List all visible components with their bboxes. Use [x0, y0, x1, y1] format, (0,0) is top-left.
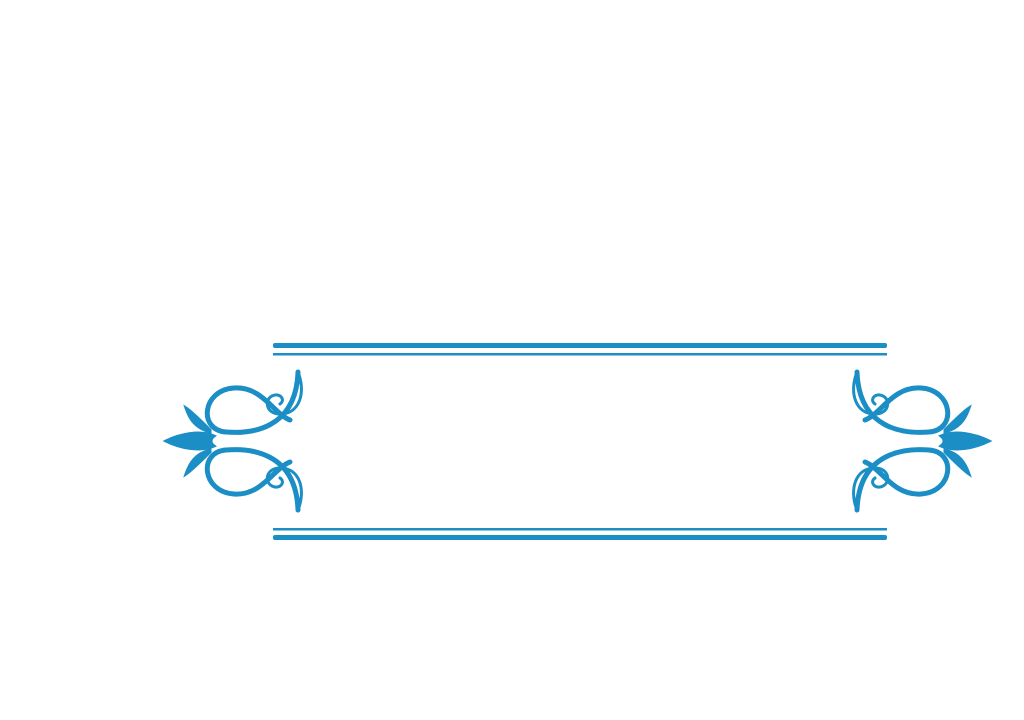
bottom-rule-thin: [273, 528, 887, 531]
bottom-rule-thick: [273, 535, 887, 540]
right-flourish-ornament: [854, 372, 989, 510]
left-flourish-ornament: [166, 372, 301, 510]
top-rule-thick: [273, 343, 887, 348]
top-rule-thin: [273, 353, 887, 356]
